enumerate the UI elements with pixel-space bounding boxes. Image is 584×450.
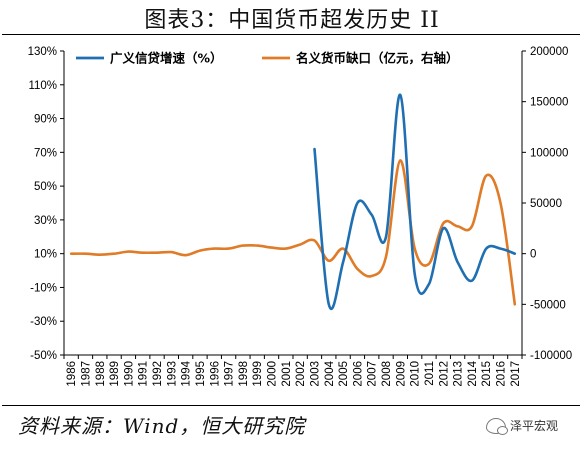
- series-line-credit-growth: [313, 93, 517, 311]
- x-tick-label: 1990: [123, 361, 135, 387]
- left-tick-label: 10%: [34, 249, 57, 261]
- series-line-money-gap: [69, 159, 517, 306]
- x-tick-label: 1998: [238, 361, 250, 387]
- left-tick-label: -50%: [30, 350, 57, 362]
- left-tick-label: -30%: [30, 316, 57, 328]
- x-tick-label: 1999: [252, 361, 264, 387]
- right-tick-label: 150000: [530, 97, 568, 109]
- logo: 泽平宏观: [486, 417, 559, 435]
- right-tick-label: 200000: [530, 46, 568, 58]
- x-tick-label: 2010: [410, 361, 422, 387]
- x-tick-label: 2005: [338, 361, 350, 387]
- left-tick-label: 30%: [34, 215, 57, 227]
- x-tick-label: 1996: [209, 361, 221, 387]
- left-tick-label: 70%: [34, 147, 57, 159]
- x-tick-label: 2001: [281, 361, 293, 387]
- x-tick-label: 2011: [424, 361, 436, 386]
- legend-item-credit-growth: 广义信贷增速（%）: [76, 51, 223, 66]
- x-tick-label: 2003: [309, 361, 321, 387]
- title-divider: [2, 34, 580, 35]
- legend-label: 名义货币缺口（亿元，右轴）: [296, 51, 459, 66]
- source-note: 资料来源：Wind，恒大研究院: [18, 414, 306, 438]
- x-tick-label: 1989: [109, 361, 121, 387]
- x-tick-label: 2012: [438, 361, 450, 387]
- right-tick-label: 100000: [530, 147, 568, 159]
- left-tick-label: -10%: [30, 282, 57, 294]
- logo-text: 泽平宏观: [510, 419, 559, 433]
- right-tick-label: -100000: [530, 350, 572, 362]
- left-tick-label: 130%: [28, 46, 57, 58]
- x-tick-label: 2006: [352, 361, 364, 387]
- x-tick-label: 2009: [395, 361, 407, 387]
- x-tick-label: 2007: [367, 361, 379, 387]
- x-tick-label: 2014: [467, 360, 479, 386]
- left-tick-label: 110%: [28, 80, 57, 92]
- x-tick-label: 1997: [224, 361, 236, 387]
- right-tick-label: -50000: [530, 299, 566, 311]
- chart-series: [69, 93, 517, 311]
- x-tick-label: 2002: [295, 361, 307, 387]
- chart-legend: 广义信贷增速（%） 名义货币缺口（亿元，右轴）: [76, 51, 459, 66]
- x-tick-label: 2015: [481, 361, 493, 387]
- x-tick-label: 2013: [453, 361, 465, 387]
- x-tick-label: 2004: [324, 360, 336, 386]
- x-tick-label: 2016: [496, 361, 508, 387]
- x-tick-label: 2017: [510, 361, 522, 387]
- x-tick-label: 1995: [195, 361, 207, 387]
- right-tick-label: 50000: [530, 198, 562, 210]
- wechat-icon: [486, 417, 508, 435]
- dual-axis-line-chart: -50% -30% -10% 10% 30% 50% 70% 90% 110% 130% -1000…: [28, 46, 573, 387]
- x-tick-label: 1994: [181, 360, 193, 386]
- x-tick-label: 1991: [138, 361, 150, 387]
- x-tick-label: 1993: [166, 361, 178, 387]
- x-tick-label: 1988: [95, 361, 107, 387]
- chart-axes: -50% -30% -10% 10% 30% 50% 70% 90% 110% 130% -1000…: [28, 46, 573, 387]
- legend-label: 广义信贷增速（%）: [110, 51, 223, 66]
- x-tick-label: 2000: [267, 361, 279, 387]
- x-tick-label: 2008: [381, 361, 393, 387]
- x-tick-label: 1986: [66, 361, 78, 387]
- left-tick-label: 50%: [34, 181, 57, 193]
- legend-item-money-gap: 名义货币缺口（亿元，右轴）: [262, 51, 459, 66]
- x-tick-label: 1987: [80, 361, 92, 387]
- right-tick-label: 0: [530, 249, 536, 261]
- x-tick-label: 1992: [152, 361, 164, 387]
- left-tick-label: 90%: [34, 114, 57, 126]
- chart-title: 图表3：中国货币超发历史 II: [144, 8, 440, 33]
- footer-divider: [2, 405, 580, 406]
